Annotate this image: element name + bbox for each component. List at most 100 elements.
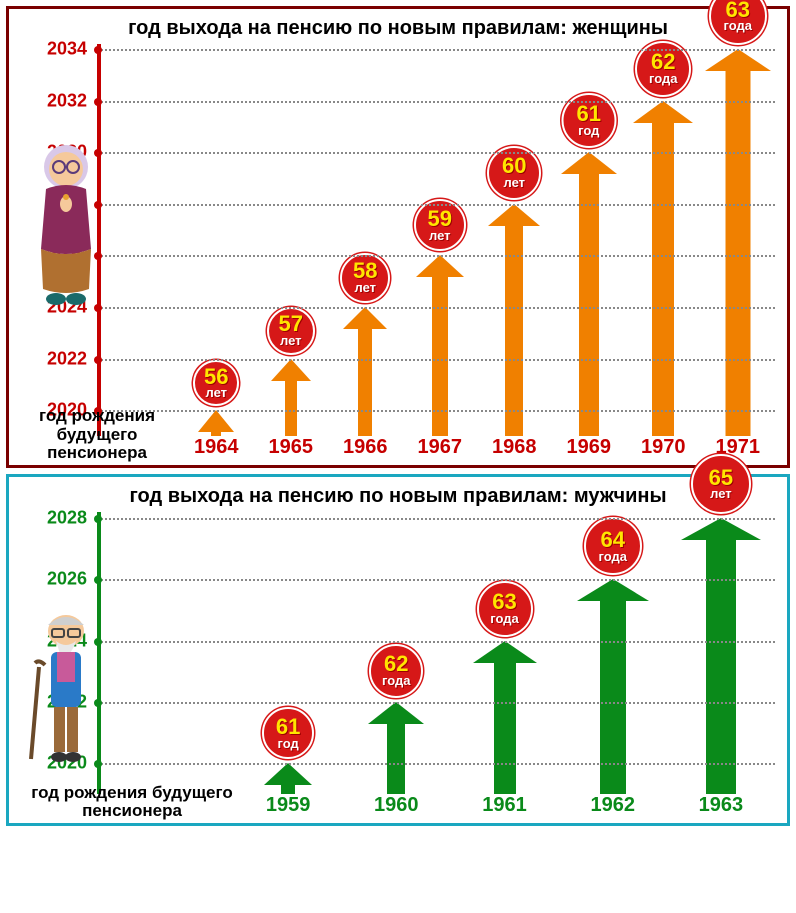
gridline xyxy=(101,255,775,257)
gridline xyxy=(101,49,775,51)
x-tick-label: 1963 xyxy=(667,794,775,817)
age-badge: 62года xyxy=(369,644,423,698)
x-tick-label: 1969 xyxy=(552,436,627,459)
age-badge-unit: лет xyxy=(354,282,376,294)
arrow-shaft xyxy=(358,329,372,436)
arrow-head xyxy=(264,763,312,785)
x-tick-label: 1960 xyxy=(342,794,450,817)
women-chart: 56лет57лет58лет59лет60лет61год62года63го… xyxy=(9,44,787,465)
age-badge-number: 60 xyxy=(502,156,526,177)
arrow-cell: 65лет xyxy=(667,512,775,794)
age-badge-unit: год xyxy=(277,738,298,750)
x-tick-label: 1968 xyxy=(477,436,552,459)
age-badge: 65лет xyxy=(691,454,751,514)
age-badge-unit: лет xyxy=(429,230,451,242)
arrow-head xyxy=(681,518,761,540)
gridline xyxy=(101,410,775,412)
gridline xyxy=(101,359,775,361)
age-badge: 64года xyxy=(584,517,642,575)
men-title: год выхода на пенсию по новым правилам: … xyxy=(9,477,787,512)
arrow-shaft xyxy=(285,381,297,436)
age-badge-number: 57 xyxy=(279,314,303,335)
men-x-labels: 19591960196119621963 xyxy=(234,794,775,817)
y-tick-label: 2032 xyxy=(9,90,87,111)
arrow-cell: 60лет xyxy=(477,44,552,436)
arrow-cell: 59лет xyxy=(403,44,478,436)
age-badge-number: 58 xyxy=(353,261,377,282)
x-tick-label: 1964 xyxy=(179,436,254,459)
x-tick-label: 1965 xyxy=(254,436,329,459)
arrow-cell: 63года xyxy=(450,512,558,794)
age-badge: 63года xyxy=(477,581,533,637)
age-badge-number: 63 xyxy=(492,592,516,613)
women-panel: год выхода на пенсию по новым правилам: … xyxy=(6,6,790,468)
age-badge-number: 65 xyxy=(709,468,733,489)
arrow-cell: 62года xyxy=(626,44,701,436)
age-badge: 57лет xyxy=(267,307,315,355)
arrow-head xyxy=(368,702,424,724)
age-badge-unit: года xyxy=(382,675,411,687)
age-badge-unit: года xyxy=(724,20,753,32)
arrow-shaft xyxy=(432,277,448,436)
arrow-head xyxy=(343,307,387,329)
arrow-shaft xyxy=(211,432,221,436)
age-badge-number: 62 xyxy=(384,654,408,675)
x-tick-label: 1959 xyxy=(234,794,342,817)
arrow-shaft xyxy=(725,71,750,436)
gridline xyxy=(101,101,775,103)
arrow-cell: 56лет xyxy=(179,44,254,436)
age-badge: 58лет xyxy=(340,253,390,303)
arrow-head xyxy=(705,49,771,71)
arrow-cell: 64года xyxy=(559,512,667,794)
arrow-shaft xyxy=(652,123,674,436)
women-x-title: год рождениябудущегопенсионера xyxy=(17,407,177,463)
age-badge-unit: год xyxy=(578,125,599,137)
age-badge-unit: лет xyxy=(503,177,525,189)
age-badge-number: 61 xyxy=(577,104,601,125)
x-tick-label: 1966 xyxy=(328,436,403,459)
age-badge: 61год xyxy=(262,707,314,759)
arrow-shaft xyxy=(387,724,405,794)
arrow-cell: 57лет xyxy=(254,44,329,436)
women-arrows: 56лет57лет58лет59лет60лет61год62года63го… xyxy=(179,44,775,436)
age-badge-number: 63 xyxy=(726,0,750,20)
arrow-shaft xyxy=(579,174,599,436)
arrow-head xyxy=(473,641,537,663)
y-tick-label: 2022 xyxy=(9,348,87,369)
age-badge-unit: лет xyxy=(280,335,302,347)
arrow-head xyxy=(198,410,234,432)
gridline xyxy=(101,702,775,704)
gridline xyxy=(101,579,775,581)
arrow-head xyxy=(271,359,311,381)
arrow-head xyxy=(416,255,464,277)
age-badge-unit: лет xyxy=(710,488,732,500)
men-panel: год выхода на пенсию по новым правилам: … xyxy=(6,474,790,826)
age-badge-unit: лет xyxy=(205,387,227,399)
age-badge-number: 56 xyxy=(204,367,228,388)
age-badge: 59лет xyxy=(414,199,466,251)
age-badge-unit: года xyxy=(649,73,678,85)
gridline xyxy=(101,763,775,765)
x-tick-label: 1962 xyxy=(559,794,667,817)
arrow-shaft xyxy=(281,785,295,794)
arrow-cell: 61год xyxy=(552,44,627,436)
arrow-head xyxy=(577,579,649,601)
arrow-head xyxy=(633,101,693,123)
y-tick-label: 2028 xyxy=(9,508,87,529)
age-badge-number: 62 xyxy=(651,52,675,73)
y-tick-label: 2034 xyxy=(9,39,87,60)
arrow-shaft xyxy=(706,540,736,794)
arrow-cell: 61год xyxy=(234,512,342,794)
men-x-title: год рождения будущегопенсионера xyxy=(17,784,247,821)
gridline xyxy=(101,204,775,206)
men-chart-body: 61год62года63года64года65лет 20202022202… xyxy=(9,512,787,794)
arrow-cell: 63года xyxy=(701,44,776,436)
arrow-head xyxy=(561,152,617,174)
gridline xyxy=(101,518,775,520)
x-tick-label: 1970 xyxy=(626,436,701,459)
x-tick-label: 1967 xyxy=(403,436,478,459)
men-arrows: 61год62года63года64года65лет xyxy=(234,512,775,794)
age-badge: 56лет xyxy=(193,360,239,406)
grandpa-icon xyxy=(21,607,111,782)
arrow-cell: 58лет xyxy=(328,44,403,436)
